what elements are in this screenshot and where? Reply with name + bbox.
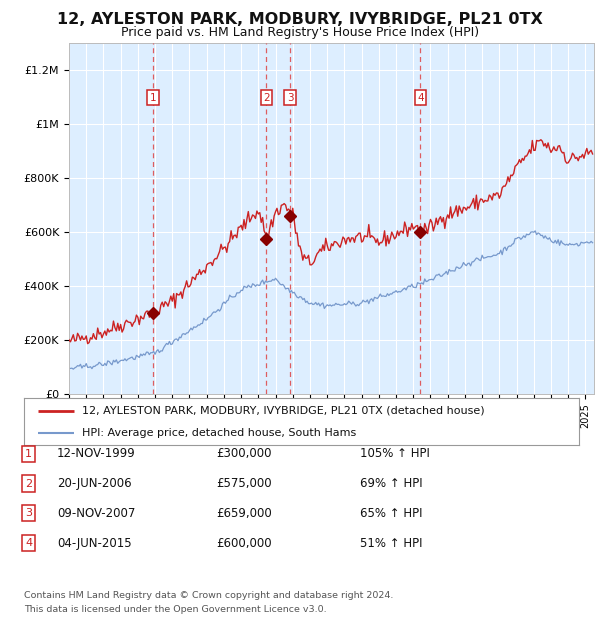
Text: 51% ↑ HPI: 51% ↑ HPI: [360, 537, 422, 549]
Text: £659,000: £659,000: [216, 507, 272, 520]
Text: £575,000: £575,000: [216, 477, 272, 490]
Text: 3: 3: [287, 93, 293, 103]
Text: 12, AYLESTON PARK, MODBURY, IVYBRIDGE, PL21 0TX: 12, AYLESTON PARK, MODBURY, IVYBRIDGE, P…: [57, 12, 543, 27]
Text: 1: 1: [25, 449, 32, 459]
Text: This data is licensed under the Open Government Licence v3.0.: This data is licensed under the Open Gov…: [24, 604, 326, 614]
Text: 09-NOV-2007: 09-NOV-2007: [57, 507, 136, 520]
Text: 1: 1: [149, 93, 156, 103]
Text: Price paid vs. HM Land Registry's House Price Index (HPI): Price paid vs. HM Land Registry's House …: [121, 26, 479, 39]
Text: Contains HM Land Registry data © Crown copyright and database right 2024.: Contains HM Land Registry data © Crown c…: [24, 591, 394, 600]
Text: 3: 3: [25, 508, 32, 518]
Text: 2: 2: [263, 93, 270, 103]
Text: 65% ↑ HPI: 65% ↑ HPI: [360, 507, 422, 520]
Text: 2: 2: [25, 479, 32, 489]
Text: 20-JUN-2006: 20-JUN-2006: [57, 477, 131, 490]
Text: 04-JUN-2015: 04-JUN-2015: [57, 537, 131, 549]
Text: 4: 4: [417, 93, 424, 103]
Text: 12, AYLESTON PARK, MODBURY, IVYBRIDGE, PL21 0TX (detached house): 12, AYLESTON PARK, MODBURY, IVYBRIDGE, P…: [82, 405, 485, 415]
Text: 105% ↑ HPI: 105% ↑ HPI: [360, 448, 430, 460]
Text: 12-NOV-1999: 12-NOV-1999: [57, 448, 136, 460]
Text: £600,000: £600,000: [216, 537, 272, 549]
Text: HPI: Average price, detached house, South Hams: HPI: Average price, detached house, Sout…: [82, 428, 356, 438]
Text: £300,000: £300,000: [216, 448, 271, 460]
Text: 4: 4: [25, 538, 32, 548]
Text: 69% ↑ HPI: 69% ↑ HPI: [360, 477, 422, 490]
